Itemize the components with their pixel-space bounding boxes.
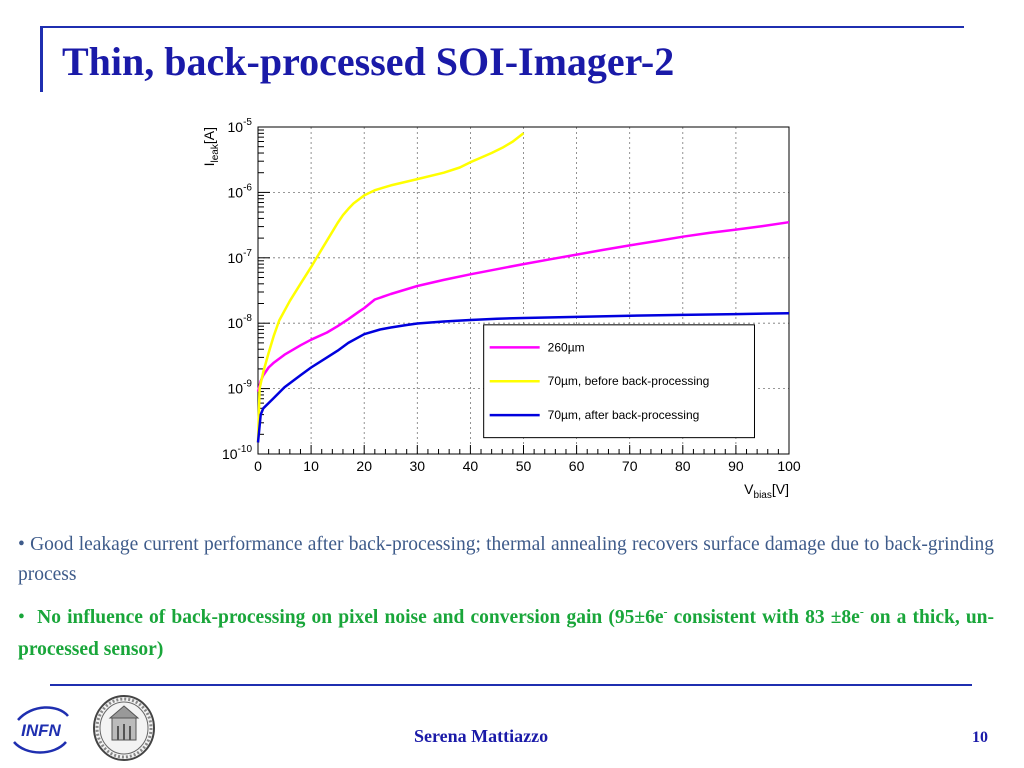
infn-logo-icon: INFN — [13, 706, 69, 754]
x-axis-label: Vbias[V] — [744, 481, 789, 501]
x-tick-label: 40 — [463, 458, 479, 474]
leakage-current-chart: 0 10 20 30 40 50 60 70 80 90 100 10-10 10-9 10-8 10-7… — [195, 110, 815, 505]
superscript-minus: - — [663, 604, 668, 619]
bullet-item-noise: • No influence of back-processing on pix… — [18, 602, 994, 666]
bullet-text-part2: consistent with 83 ±8e — [667, 607, 860, 628]
title-top-rule — [40, 26, 964, 28]
series-line-2 — [256, 311, 790, 443]
y-tick-label: 10-5 — [228, 117, 253, 135]
series-line-0 — [256, 220, 790, 392]
footer-rule — [50, 684, 972, 686]
bullet-text: Good leakage current performance after b… — [18, 534, 994, 585]
chart-legend: 260µm 70µm, before back-processing 70µm, a… — [483, 324, 755, 439]
title-left-rule — [40, 28, 43, 92]
legend-label: 70µm, before back-processing — [548, 374, 710, 388]
bullet-list: • Good leakage current performance after… — [18, 530, 994, 666]
bullet-marker: • — [18, 607, 25, 628]
x-tick-label: 80 — [675, 458, 691, 474]
x-tick-label: 10 — [303, 458, 319, 474]
y-tick-label: 10-7 — [228, 248, 253, 266]
legend-label: 70µm, after back-processing — [548, 408, 700, 422]
x-tick-label: 70 — [622, 458, 638, 474]
x-tick-label: 20 — [356, 458, 372, 474]
x-tick-label: 30 — [410, 458, 426, 474]
y-axis-label: Ileak[A] — [201, 127, 221, 166]
x-tick-labels: 0 10 20 30 40 50 60 70 80 90 100 — [254, 458, 801, 474]
x-tick-label: 90 — [728, 458, 744, 474]
x-tick-label: 60 — [569, 458, 585, 474]
series-line-1 — [256, 132, 525, 443]
logo-text: INFN — [21, 721, 61, 740]
y-tick-label: 10-8 — [228, 313, 253, 331]
minor-ticks — [257, 129, 790, 455]
superscript-minus: - — [859, 604, 864, 619]
footer-author: Serena Mattiazzo — [414, 726, 549, 746]
y-tick-label: 10-6 — [228, 182, 253, 200]
slide-title: Thin, back-processed SOI-Imager-2 — [62, 39, 675, 84]
bullet-marker: • — [18, 534, 25, 555]
legend-label: 260µm — [548, 340, 585, 354]
bullet-text-part3: on a thick, un-processed sensor) — [18, 607, 995, 660]
y-tick-labels: 10-10 10-9 10-8 10-7 10-6 10-5 — [222, 117, 252, 462]
university-seal-icon — [93, 695, 155, 761]
x-tick-label: 100 — [777, 458, 801, 474]
page-number: 10 — [972, 729, 988, 746]
series-lines — [256, 132, 790, 443]
y-tick-label: 10-10 — [222, 444, 252, 462]
y-tick-label: 10-9 — [228, 379, 253, 397]
x-tick-label: 0 — [254, 458, 262, 474]
bullet-text-part1: No influence of back-processing on pixel… — [37, 607, 664, 628]
x-tick-label: 50 — [516, 458, 532, 474]
chart-svg: 0 10 20 30 40 50 60 70 80 90 100 10-10 10-9 10-8 10-7… — [201, 117, 801, 501]
bullet-item-leakage: • Good leakage current performance after… — [18, 530, 994, 590]
